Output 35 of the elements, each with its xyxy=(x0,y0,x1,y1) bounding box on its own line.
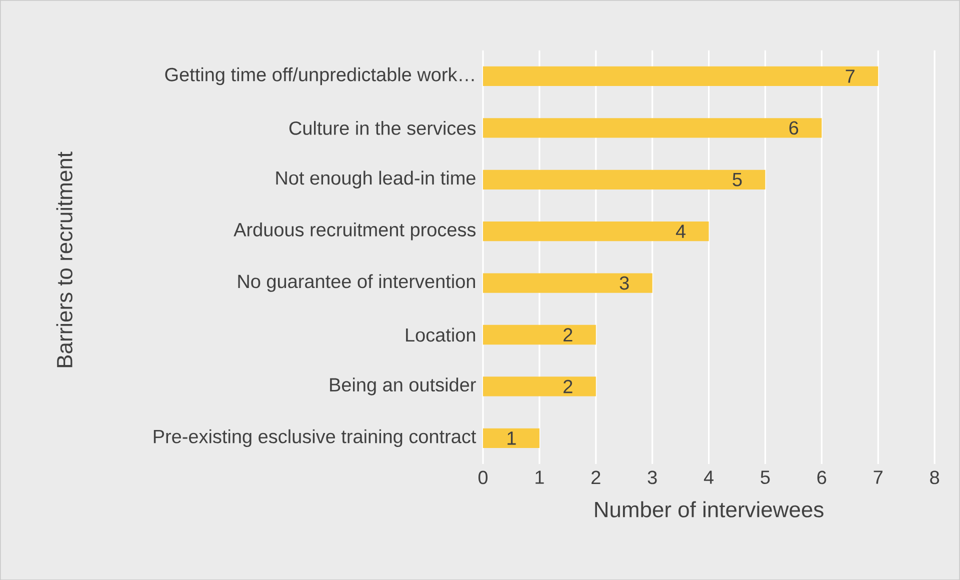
data-label: 2 xyxy=(564,380,572,393)
data-label: 7 xyxy=(846,70,854,83)
data-label: 5 xyxy=(732,172,742,186)
bar xyxy=(482,428,540,448)
x-tick-label: 7 xyxy=(874,470,882,484)
y-tick-label: Culture in the services xyxy=(289,120,476,135)
y-tick-label: Not enough lead-in time xyxy=(276,170,476,188)
x-tick-label: 5 xyxy=(760,470,770,484)
y-tick-label: Arduous recruitment process xyxy=(234,222,476,240)
data-label: 4 xyxy=(676,224,686,238)
y-axis-title: Barriers to recruitment xyxy=(56,152,72,367)
data-label: 6 xyxy=(789,121,798,134)
y-tick-label: No guarantee of intervention xyxy=(238,274,475,292)
x-tick-label: 8 xyxy=(930,470,940,484)
y-tick-label: Being an outsider xyxy=(330,377,476,396)
y-tick-label: Getting time off/unpredictable work… xyxy=(165,67,474,85)
x-tick-label: 4 xyxy=(704,470,714,484)
bar xyxy=(482,376,596,396)
bar xyxy=(482,273,652,293)
x-tick-label: 2 xyxy=(592,470,600,484)
data-label: 1 xyxy=(508,431,516,445)
y-tick-label: Location xyxy=(406,328,476,342)
data-label: 2 xyxy=(564,328,572,342)
bar xyxy=(482,66,878,86)
y-tick-label: Pre-existing esclusive training contract xyxy=(154,429,476,447)
bar xyxy=(482,118,822,138)
bar xyxy=(482,324,596,344)
bar xyxy=(482,221,709,242)
x-axis-title: Number of interviewees xyxy=(595,501,824,518)
x-tick-label: 6 xyxy=(817,470,826,484)
x-tick-label: 0 xyxy=(478,470,488,484)
data-label: 3 xyxy=(620,276,629,290)
x-tick-label: 3 xyxy=(648,470,657,484)
bar xyxy=(482,170,766,190)
x-tick-label: 1 xyxy=(536,470,544,484)
